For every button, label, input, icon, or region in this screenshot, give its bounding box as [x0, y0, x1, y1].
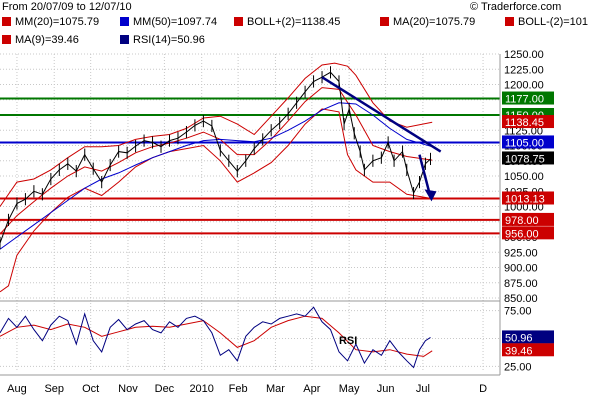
- mm20-line: [0, 87, 433, 235]
- y-tick-label: 25.00: [504, 361, 532, 373]
- x-tick-label: Aug: [7, 383, 27, 395]
- bollinger-bands: [0, 62, 433, 293]
- price-line: [0, 71, 431, 244]
- legend-item: MA(20)=1075.79: [380, 16, 475, 28]
- value-tag: [502, 330, 554, 344]
- x-tick-label: May: [339, 383, 360, 395]
- y-tick-label: 925.00: [504, 247, 538, 259]
- legend-item: MA(9)=39.46: [2, 34, 79, 46]
- x-tick-label: D: [479, 383, 487, 395]
- mm50-line: [0, 102, 433, 250]
- rsi-series: RSI: [0, 306, 433, 369]
- legend-swatch: [120, 17, 129, 26]
- legend-label: RSI(14)=50.96: [133, 34, 205, 46]
- value-tag-label: 1013.13: [505, 193, 545, 205]
- value-tag-label: 978.00: [505, 215, 539, 227]
- legend-item: MM(50)=1097.74: [120, 16, 217, 28]
- trendline: [321, 76, 442, 153]
- legend-swatch: [2, 17, 11, 26]
- copyright-text: © Traderforce.com: [470, 1, 562, 13]
- boll-upper-line: [0, 62, 433, 207]
- y-tick-label: 1050.00: [504, 171, 544, 183]
- y-tick-label: 900.00: [504, 263, 538, 275]
- legend-item: BOLL-(2)=101: [505, 16, 588, 28]
- value-tag-label: 39.46: [505, 345, 533, 357]
- y-tick-label: 1200.00: [504, 80, 544, 92]
- chart-header: From 20/07/09 to 12/07/10 © Traderforce.…: [0, 0, 590, 50]
- value-tag: [502, 343, 554, 357]
- annotations: [321, 76, 442, 202]
- value-tag: [502, 191, 554, 205]
- x-tick-label: Sep: [44, 383, 64, 395]
- legend-label: MM(20)=1075.79: [15, 16, 100, 28]
- legend-item: MM(20)=1075.79: [2, 16, 99, 28]
- horizontal-levels: [0, 97, 500, 235]
- legend-item: BOLL+(2)=1138.45: [234, 16, 340, 28]
- legend-item: RSI(14)=50.96: [120, 34, 205, 46]
- ma9-line: [0, 315, 433, 357]
- y-tick-label: 1000.00: [504, 202, 544, 214]
- x-tick-label: Mar: [266, 383, 285, 395]
- y-tick-label: 1250.00: [504, 49, 544, 61]
- value-tag: [502, 91, 554, 105]
- legend-swatch: [234, 17, 243, 26]
- boll-lower-line: [0, 108, 433, 293]
- x-tick-label: 2010: [189, 383, 213, 395]
- legend-label: MA(20)=1075.79: [393, 16, 476, 28]
- forecast-arrow-head: [424, 189, 437, 202]
- legend-swatch: [380, 17, 389, 26]
- value-tag-label: 1078.75: [505, 153, 545, 165]
- rsi-panel-label: RSI: [339, 335, 357, 347]
- value-tag-label: 1177.00: [505, 94, 544, 106]
- value-tag-label: 50.96: [505, 332, 533, 344]
- legend-label: BOLL-(2)=101: [518, 16, 589, 28]
- value-tags: 1177.001150.001105.001013.13978.00956.00…: [502, 91, 554, 357]
- y-tick-label: 75.00: [504, 306, 532, 318]
- legend-swatch: [120, 35, 129, 44]
- price-series: [0, 66, 432, 250]
- rsi-line: [0, 306, 431, 369]
- x-tick-label: Apr: [303, 383, 320, 395]
- legend-label: MA(9)=39.46: [15, 34, 79, 46]
- y-tick-label: 1125.00: [504, 125, 543, 137]
- value-tag: [502, 212, 554, 226]
- period-label: From 20/07/09 to 12/07/10: [2, 1, 132, 13]
- y-tick-label: 875.00: [504, 278, 538, 290]
- y-tick-label: 1225.00: [504, 64, 544, 76]
- x-tick-label: Jun: [377, 383, 395, 395]
- legend-swatch: [2, 35, 11, 44]
- value-tag-label: 1138.45: [505, 117, 544, 129]
- x-tick-label: Jul: [416, 383, 430, 395]
- x-tick-label: Feb: [229, 383, 248, 395]
- x-tick-label: Dec: [155, 383, 175, 395]
- x-tick-label: Oct: [82, 383, 99, 395]
- value-tag: [502, 226, 554, 240]
- value-tag: [502, 151, 554, 165]
- x-axis: Aug Sep Oct Nov Dec 2010 Feb Mar Apr May Jun Jul D: [7, 383, 487, 395]
- value-tag-label: 1105.00: [505, 137, 544, 149]
- x-tick-label: Nov: [118, 383, 138, 395]
- value-tag-label: 956.00: [505, 228, 539, 240]
- main-grid: [0, 53, 500, 372]
- rsi-grid: [0, 300, 500, 376]
- legend-swatch: [505, 17, 514, 26]
- y-tick-label: 850.00: [504, 293, 538, 305]
- legend-label: BOLL+(2)=1138.45: [247, 16, 341, 28]
- legend-label: MM(50)=1097.74: [133, 16, 218, 28]
- value-tag: [502, 135, 554, 149]
- value-tag: [502, 115, 554, 129]
